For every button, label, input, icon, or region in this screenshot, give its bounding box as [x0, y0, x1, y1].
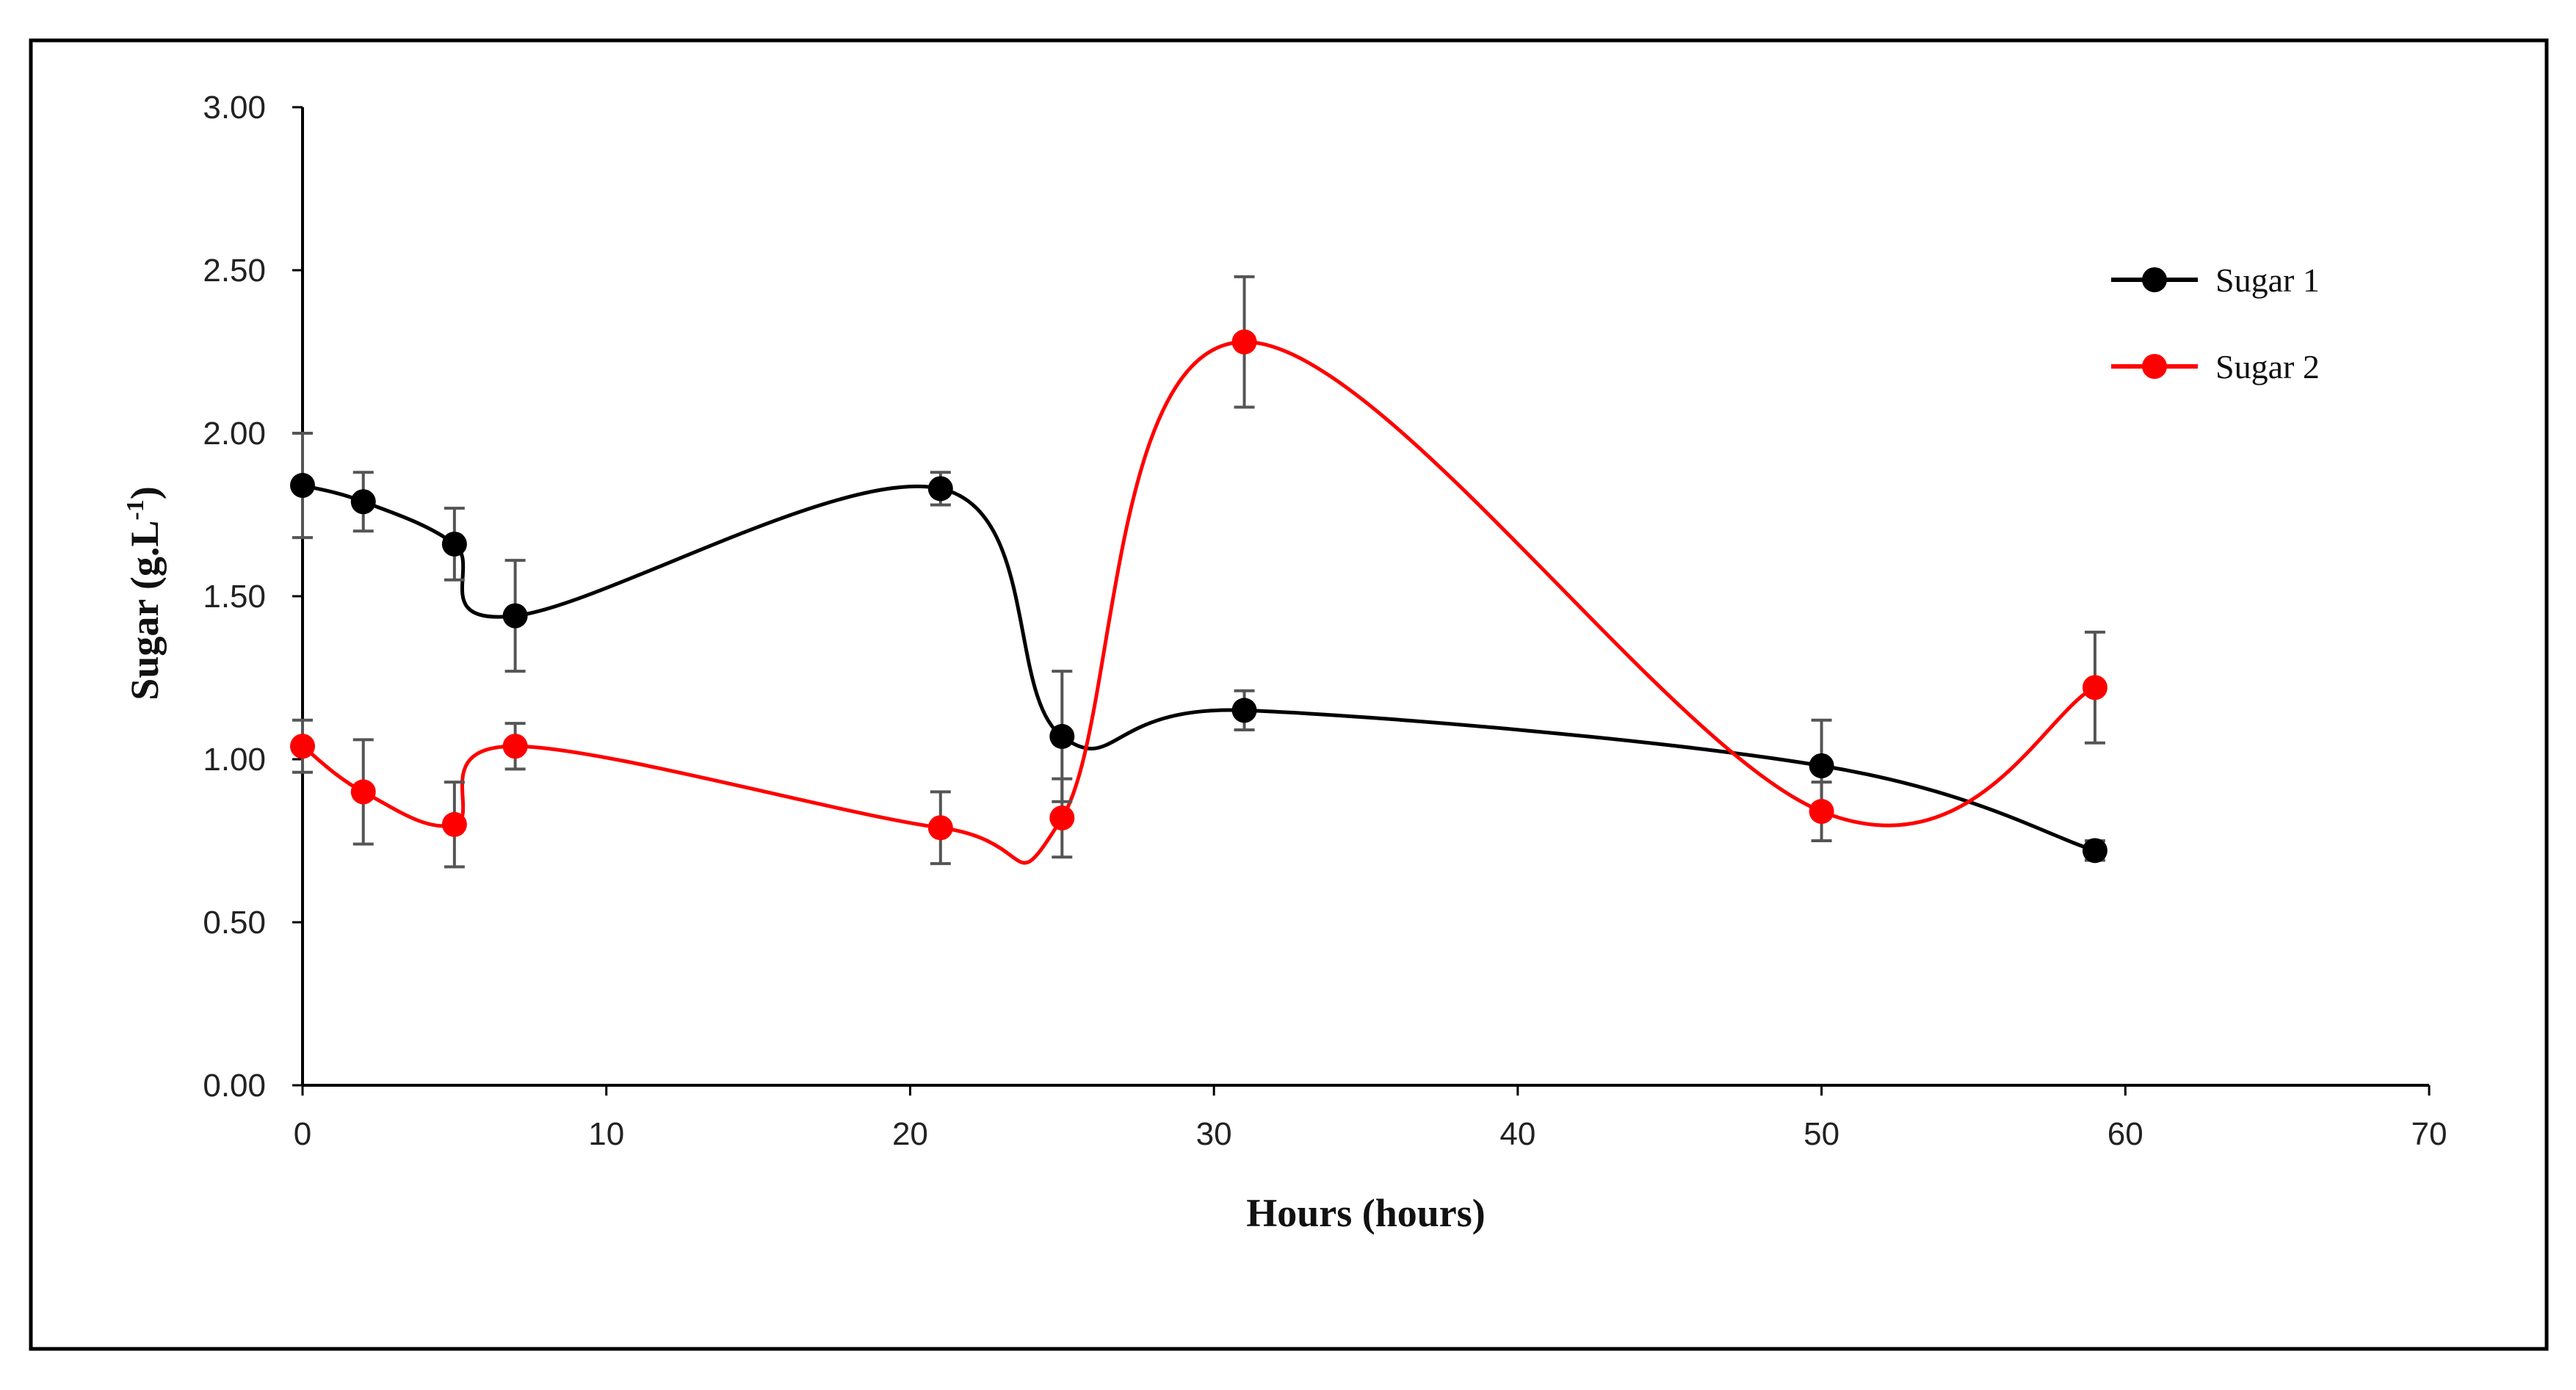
y-tick-label: 3.00 — [203, 90, 266, 126]
chart-frame — [29, 38, 2549, 1351]
data-point-sugar-1 — [441, 531, 467, 557]
legend-label-sugar-1: Sugar 1 — [2215, 261, 2320, 299]
data-point-sugar-1 — [927, 476, 953, 502]
data-point-sugar-2 — [1231, 329, 1257, 355]
data-point-sugar-2 — [1809, 799, 1834, 825]
y-axis-title-superscript: -1 — [122, 499, 149, 520]
x-tick-label: 20 — [892, 1116, 928, 1152]
y-tick-label: 0.50 — [203, 905, 266, 941]
y-axis-title-main: Sugar (g.L — [123, 521, 167, 701]
data-point-sugar-1 — [290, 473, 315, 499]
data-point-sugar-2 — [441, 811, 467, 837]
x-tick-label: 50 — [1803, 1116, 1839, 1152]
x-tick-label: 70 — [2412, 1116, 2447, 1152]
y-tick-label: 2.50 — [203, 253, 266, 289]
data-point-sugar-2 — [2082, 675, 2108, 701]
data-point-sugar-1 — [1809, 753, 1834, 778]
x-tick-label: 0 — [294, 1116, 311, 1152]
legend-label-sugar-2: Sugar 2 — [2215, 348, 2320, 385]
legend-marker-sugar-2 — [2142, 354, 2167, 379]
data-point-sugar-1 — [1231, 698, 1257, 723]
x-tick-label: 30 — [1196, 1116, 1232, 1152]
data-point-sugar-1 — [502, 603, 528, 629]
data-point-sugar-1 — [2082, 838, 2108, 864]
y-tick-label: 1.50 — [203, 579, 266, 615]
x-axis-title: Hours (hours) — [1246, 1191, 1486, 1235]
y-axis-title: Sugar (g.L-1) — [122, 486, 167, 700]
data-point-sugar-2 — [502, 734, 528, 759]
data-point-sugar-2 — [927, 815, 953, 841]
data-point-sugar-1 — [1049, 723, 1075, 749]
y-tick-label: 1.00 — [203, 742, 266, 778]
x-tick-label: 60 — [2108, 1116, 2143, 1152]
data-point-sugar-1 — [350, 489, 376, 515]
data-point-sugar-2 — [1049, 805, 1075, 830]
x-tick-label: 10 — [588, 1116, 624, 1152]
y-tick-label: 2.00 — [203, 416, 266, 452]
plot-area: 0.00 0.50 1.00 1.50 2.00 2.50 3.00 0 10 20 30 40 50 6… — [203, 90, 2447, 1152]
x-tick-label: 40 — [1499, 1116, 1535, 1152]
y-axis-title-close: ) — [123, 486, 167, 499]
y-tick-label: 0.00 — [203, 1068, 266, 1104]
legend-marker-sugar-1 — [2142, 267, 2167, 292]
data-point-sugar-2 — [350, 779, 376, 805]
data-point-sugar-2 — [290, 734, 315, 759]
